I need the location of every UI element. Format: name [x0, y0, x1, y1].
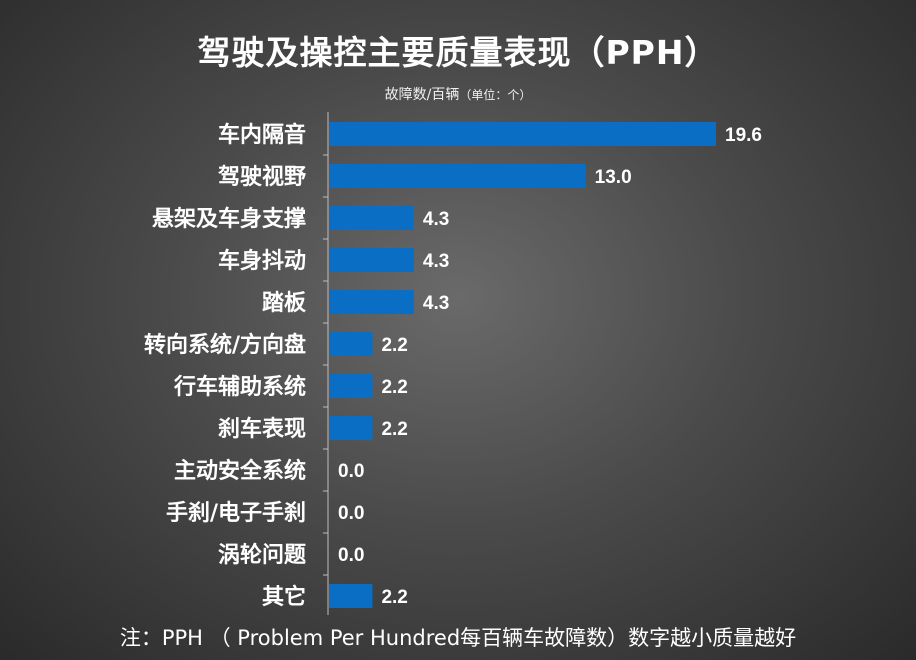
- bar: [329, 332, 373, 356]
- bar: [329, 290, 414, 314]
- category-label: 刹车表现: [218, 416, 306, 442]
- bar: [329, 122, 716, 146]
- bar: [329, 164, 586, 188]
- category-label: 手刹/电子手刹: [166, 501, 306, 526]
- data-label: 2.2: [381, 587, 407, 608]
- category-label: 踏板: [262, 291, 307, 316]
- category-label: 转向系统/方向盘: [144, 332, 306, 358]
- category-label: 涡轮问题: [218, 542, 307, 568]
- chart-subtitle: 故障数/百辆（单位：个）: [0, 84, 916, 104]
- data-label: 2.2: [381, 419, 407, 440]
- bar: [329, 416, 373, 440]
- bars-layer: 车内隔音 19.6 驾驶视野 13.0 悬架及车身支撑 4.3 车身抖动 4.3 踏板 4.3 转向…: [144, 112, 762, 615]
- bar: [329, 248, 414, 272]
- data-label: 2.2: [381, 377, 407, 398]
- data-label: 0.0: [338, 545, 364, 566]
- category-label: 车身抖动: [218, 248, 306, 274]
- bar: [329, 584, 373, 608]
- data-label: 4.3: [423, 251, 449, 272]
- category-label: 其它: [262, 584, 306, 610]
- category-label: 悬架及车身支撑: [152, 206, 306, 232]
- data-label: 4.3: [423, 293, 449, 314]
- category-label: 车内隔音: [218, 122, 306, 148]
- bar: [329, 374, 373, 398]
- bar: [329, 206, 414, 230]
- chart-title: 驾驶及操控主要质量表现（PPH）: [197, 33, 719, 72]
- subtitle-main: 故障数/百辆: [384, 87, 460, 103]
- data-label: 2.2: [381, 335, 407, 356]
- data-label: 13.0: [595, 167, 632, 188]
- category-label: 行车辅助系统: [173, 374, 306, 400]
- category-label: 驾驶视野: [218, 164, 306, 190]
- data-label: 0.0: [338, 461, 364, 482]
- data-label: 4.3: [423, 209, 449, 230]
- category-label: 主动安全系统: [174, 458, 306, 484]
- data-label: 19.6: [725, 125, 762, 146]
- data-label: 0.0: [338, 503, 364, 524]
- footnote: 注：PPH （ Problem Per Hundred每百辆车故障数）数字越小质…: [119, 626, 797, 650]
- subtitle-unit: （单位：个）: [459, 88, 532, 102]
